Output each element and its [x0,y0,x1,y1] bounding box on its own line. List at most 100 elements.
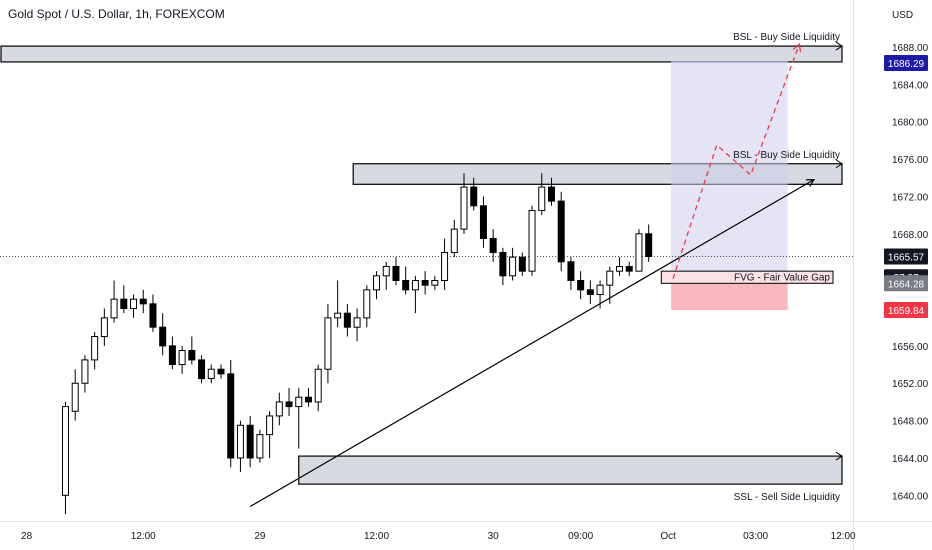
candle-body [120,298,128,310]
candle-body [324,317,332,370]
candle [353,308,361,342]
candle-body [178,350,186,366]
candle [382,261,390,290]
candle [295,387,303,449]
candle [120,285,128,314]
candle-body [61,406,69,496]
candle-body [71,382,79,412]
candle-body [625,265,633,272]
candle-body [460,186,468,230]
time-tick-label: Oct [660,531,676,542]
candle-body [159,326,167,347]
candle-body [334,312,342,319]
candle [363,285,371,328]
candle [81,355,89,393]
candle [61,401,69,514]
candle-body [547,186,555,202]
candle [635,229,643,272]
candle [499,247,507,286]
candle-body [470,186,478,207]
candle-body [256,434,264,459]
candle [489,229,497,262]
bsl-top-arrow [835,41,843,51]
candle [431,275,439,290]
candle-body [343,312,351,328]
candle-body [392,265,400,281]
time-tick-label: 12:00 [131,531,156,542]
candle-body [295,396,303,408]
candle-body [402,280,410,291]
candle-body [314,368,322,403]
candle-body [450,228,458,253]
candle-body [431,280,439,286]
candle [616,257,624,276]
candle [557,191,565,272]
candle-body [81,359,89,384]
candle [538,173,546,216]
candle-body [616,265,624,272]
candle-body [130,298,138,310]
price-badge-label: 1665.57 [888,252,925,263]
candle [586,280,594,304]
fvg-label: FVG - Fair Value Gap [734,272,830,283]
projection-arrowhead [792,42,802,53]
candle [324,303,332,384]
price-badge-label: 1664.28 [888,279,925,290]
candle-body [509,256,517,277]
stop-box [671,283,788,311]
time-tick-label: 03:00 [743,531,768,542]
bsl-mid-arrow [835,159,843,169]
candle-body [91,336,99,361]
candle-body [421,280,429,286]
price-axis-currency: USD [892,10,913,21]
candle [334,280,342,328]
candle [577,271,585,300]
candle-body [139,298,147,305]
candle [402,266,410,295]
candle [91,331,99,370]
candle [625,261,633,276]
candle [314,364,322,412]
candle [441,238,449,290]
candle-body [596,284,604,296]
projection-path [672,43,800,279]
candle [460,173,468,234]
trendline [249,179,815,508]
candle [275,392,283,426]
price-tick-label: 1676.00 [892,155,929,166]
price-tick-label: 1644.00 [892,454,929,465]
price-tick-label: 1648.00 [892,417,929,428]
candle-body [168,345,176,366]
candle-body [382,265,390,277]
time-tick-label: 28 [21,531,33,542]
candle [100,308,108,346]
price-pane [0,41,853,514]
candle-body [645,233,653,257]
price-tick-label: 1652.00 [892,379,929,390]
ssl-arrow [835,451,843,461]
candle-body [586,289,594,296]
candle [168,336,176,370]
candle [256,429,264,463]
candle [246,415,254,468]
candle-body [198,359,206,380]
candle [528,205,536,276]
price-tick-label: 1640.00 [892,491,929,502]
candle [450,219,458,258]
candle [518,252,526,276]
candle-body [236,424,244,459]
candle [645,224,653,262]
candle-body [518,256,526,272]
price-tick-label: 1672.00 [892,192,929,203]
candle-body [441,251,449,281]
candle-body [363,289,371,319]
candle [285,387,293,416]
candle-body [246,424,254,459]
candle [343,303,351,337]
candle-body [149,303,157,328]
time-tick-label: 09:00 [568,531,593,542]
candle-body [217,368,225,375]
candle [198,355,206,384]
